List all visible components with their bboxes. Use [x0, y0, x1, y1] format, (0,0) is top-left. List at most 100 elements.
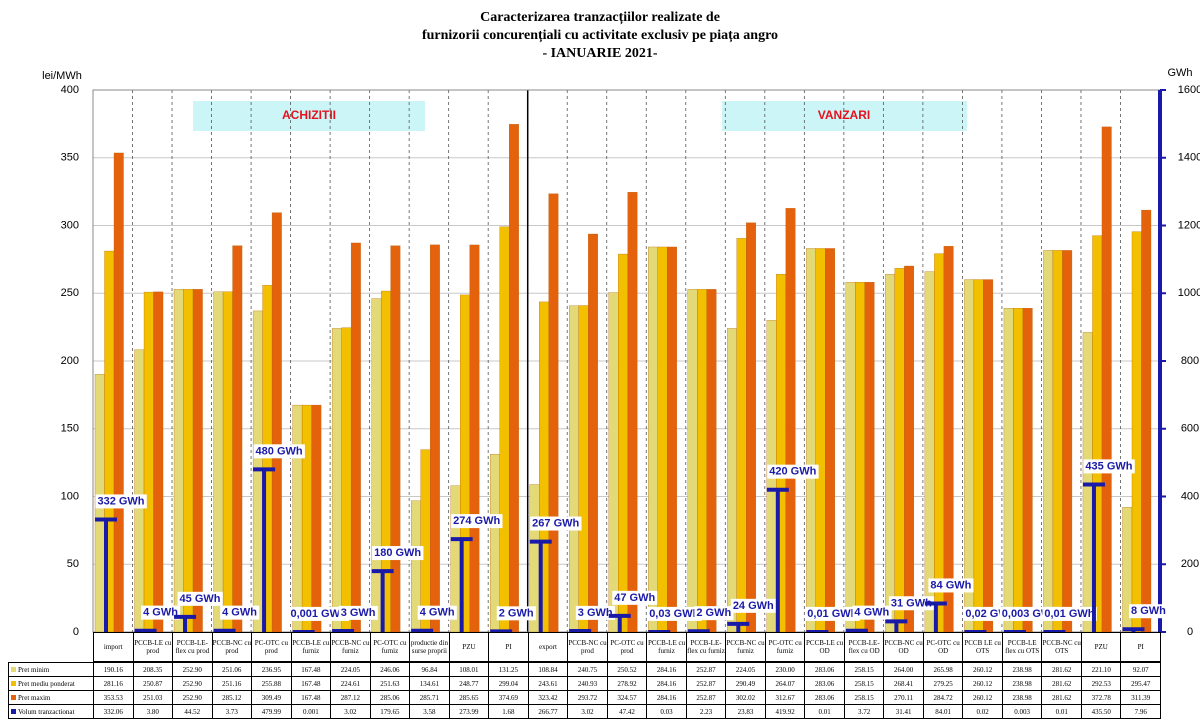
- category-cell: export: [528, 632, 569, 662]
- bar: [934, 254, 944, 632]
- bar: [1102, 127, 1112, 632]
- table-cell: 374.69: [488, 690, 529, 705]
- category-cell: PCCB-LE flex cu OTS: [1002, 632, 1043, 662]
- data-label: 480 GWh: [256, 445, 303, 457]
- table-cell: 221.10: [1081, 662, 1122, 677]
- table-cell: 250.52: [607, 662, 648, 677]
- y2-tick-label: 1000: [1178, 287, 1200, 299]
- data-label: 274 GWh: [453, 515, 500, 527]
- table-cell: 281.62: [1041, 690, 1082, 705]
- category-cell: PCCB-NC cu OD: [883, 632, 924, 662]
- table-cell: 251.03: [133, 690, 174, 705]
- legend-cell: Pret maxim: [8, 690, 94, 705]
- table-cell: 0.01: [804, 704, 845, 719]
- legend-swatch: [11, 681, 16, 686]
- bar: [332, 328, 342, 632]
- bar: [806, 248, 816, 632]
- table-cell: 283.06: [804, 662, 845, 677]
- bar: [302, 405, 312, 632]
- table-cell: 292.53: [1081, 676, 1122, 691]
- bar: [154, 292, 164, 632]
- y2-tick-label: 200: [1181, 558, 1199, 570]
- bar: [885, 274, 895, 632]
- table-cell: 281.62: [1041, 676, 1082, 691]
- bar: [737, 238, 747, 632]
- bar: [500, 227, 510, 632]
- y-tick-label: 400: [61, 84, 79, 96]
- table-cell: 31.41: [883, 704, 924, 719]
- legend-label: Pret minim: [18, 666, 49, 674]
- table-cell: 260.12: [962, 690, 1003, 705]
- y2-tick-label: 800: [1181, 355, 1199, 367]
- bar: [135, 350, 145, 632]
- y2-tick-label: 400: [1181, 490, 1199, 502]
- bar: [233, 246, 243, 632]
- table-cell: 47.42: [607, 704, 648, 719]
- table-cell: 324.57: [607, 690, 648, 705]
- category-cell: PI: [488, 632, 529, 662]
- table-cell: 250.87: [133, 676, 174, 691]
- y2-tick-label: 1400: [1178, 152, 1200, 164]
- bar: [253, 311, 263, 632]
- table-cell: 3.58: [409, 704, 450, 719]
- table-cell: 293.72: [567, 690, 608, 705]
- data-label: 435 GWh: [1085, 460, 1132, 472]
- bar: [1023, 308, 1033, 632]
- bar: [588, 234, 598, 632]
- bar: [628, 192, 638, 632]
- table-cell: 208.35: [133, 662, 174, 677]
- bar: [974, 280, 984, 632]
- bar: [1053, 250, 1063, 632]
- data-label: 4 GWh: [854, 607, 889, 619]
- table-cell: 252.90: [172, 690, 213, 705]
- y2-tick-label: 1600: [1178, 84, 1200, 96]
- chart-title: Caracterizarea tranzacțiilor realizate d…: [480, 10, 720, 25]
- y2-axis-label: GWh: [1167, 67, 1192, 79]
- bar: [944, 246, 954, 632]
- bar: [667, 247, 677, 632]
- table-cell: 285.06: [370, 690, 411, 705]
- bar: [688, 289, 698, 632]
- table-cell: 238.98: [1002, 676, 1043, 691]
- category-cell: PCCB-NC cu prod: [567, 632, 608, 662]
- table-cell: 3.80: [133, 704, 174, 719]
- table-cell: 179.65: [370, 704, 411, 719]
- bar: [549, 194, 559, 632]
- table-cell: 281.16: [93, 676, 134, 691]
- table-cell: 372.78: [1081, 690, 1122, 705]
- bar: [786, 208, 796, 632]
- chart-title: - IANUARIE 2021-: [542, 46, 657, 61]
- category-cell: PC-OTC cu prod: [251, 632, 292, 662]
- table-cell: 419.92: [765, 704, 806, 719]
- table-cell: 0.01: [1041, 704, 1082, 719]
- bar: [1043, 250, 1053, 632]
- table-cell: 92.07: [1120, 662, 1161, 677]
- data-label: 2 GWh: [499, 607, 534, 619]
- bar: [193, 289, 203, 632]
- table-cell: 240.93: [567, 676, 608, 691]
- table-cell: 3.73: [212, 704, 253, 719]
- bar: [1141, 210, 1151, 632]
- bar: [223, 292, 233, 632]
- table-cell: 258.15: [844, 662, 885, 677]
- y-tick-label: 350: [61, 152, 79, 164]
- bar: [727, 328, 737, 632]
- table-cell: 284.72: [923, 690, 964, 705]
- bar: [470, 245, 480, 632]
- bar: [430, 245, 440, 632]
- y-tick-label: 200: [61, 355, 79, 367]
- bar: [372, 299, 382, 632]
- data-label: 84 GWh: [930, 579, 971, 591]
- y-tick-label: 250: [61, 287, 79, 299]
- category-cell: PCCB-LE-flex cu prod: [172, 632, 213, 662]
- table-cell: 167.48: [291, 676, 332, 691]
- table-cell: 270.11: [883, 690, 924, 705]
- bar: [351, 243, 361, 632]
- table-cell: 285.71: [409, 690, 450, 705]
- data-label: 180 GWh: [374, 547, 421, 559]
- table-cell: 283.06: [804, 690, 845, 705]
- data-label: 8 GWh: [1131, 605, 1166, 617]
- bar: [1062, 250, 1072, 632]
- category-cell: PCCB LE cu OTS: [962, 632, 1003, 662]
- data-label: 4 GWh: [143, 607, 178, 619]
